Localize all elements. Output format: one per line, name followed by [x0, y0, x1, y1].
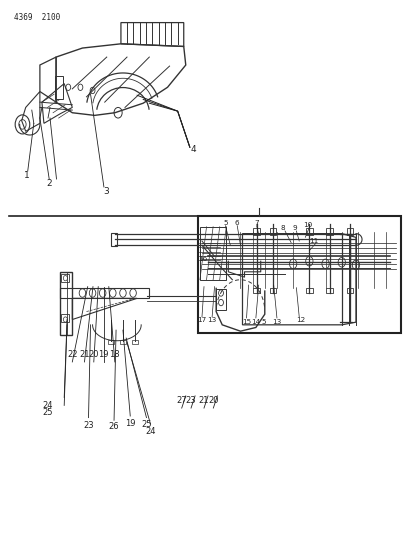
- Bar: [347, 288, 353, 293]
- Bar: [60, 288, 149, 298]
- Bar: [132, 340, 138, 344]
- Text: 9: 9: [293, 225, 297, 231]
- Bar: [326, 288, 333, 293]
- Text: 1: 1: [24, 171, 29, 180]
- Bar: [326, 228, 333, 235]
- Text: 17: 17: [197, 317, 206, 322]
- Text: 23: 23: [186, 397, 196, 406]
- Text: 4: 4: [191, 146, 197, 155]
- Text: 15: 15: [242, 319, 251, 325]
- Text: 13: 13: [208, 317, 217, 322]
- Bar: [253, 228, 260, 235]
- Text: 24: 24: [145, 426, 156, 435]
- Bar: [306, 288, 313, 293]
- Bar: [198, 216, 401, 333]
- Text: 25: 25: [43, 408, 53, 417]
- Text: 21: 21: [79, 350, 90, 359]
- Text: 25: 25: [141, 420, 152, 429]
- Text: 20: 20: [89, 350, 99, 359]
- Text: 13: 13: [272, 319, 282, 325]
- Text: 10: 10: [303, 222, 312, 228]
- Text: 3: 3: [104, 187, 109, 196]
- Bar: [60, 272, 72, 335]
- Text: 21: 21: [199, 397, 209, 406]
- Bar: [270, 288, 276, 293]
- Bar: [55, 76, 62, 100]
- Text: 11: 11: [309, 238, 318, 244]
- Text: 5: 5: [261, 319, 266, 325]
- Bar: [347, 228, 353, 235]
- Text: 19: 19: [125, 419, 135, 427]
- Text: 4369  2100: 4369 2100: [13, 13, 60, 22]
- Text: 2: 2: [47, 179, 52, 188]
- Bar: [253, 288, 260, 293]
- Text: 22: 22: [67, 350, 78, 359]
- Bar: [216, 289, 226, 310]
- Bar: [108, 340, 114, 344]
- Text: 14: 14: [251, 319, 260, 325]
- Bar: [200, 227, 226, 280]
- Text: 16: 16: [198, 255, 207, 262]
- Text: 24: 24: [43, 401, 53, 410]
- Text: 19: 19: [98, 350, 109, 359]
- Text: 20: 20: [208, 397, 219, 406]
- Text: 12: 12: [297, 317, 306, 322]
- Text: 7: 7: [254, 220, 259, 226]
- Bar: [120, 340, 126, 344]
- Text: 6: 6: [235, 220, 239, 226]
- Text: 23: 23: [83, 421, 94, 430]
- Bar: [61, 274, 69, 282]
- Bar: [111, 232, 117, 246]
- Text: 27: 27: [176, 397, 187, 406]
- Text: 26: 26: [109, 422, 120, 431]
- Bar: [270, 228, 276, 235]
- Text: 5: 5: [223, 220, 228, 226]
- Text: 18: 18: [109, 350, 120, 359]
- Bar: [306, 228, 313, 235]
- Bar: [61, 314, 69, 322]
- Text: 8: 8: [281, 225, 285, 231]
